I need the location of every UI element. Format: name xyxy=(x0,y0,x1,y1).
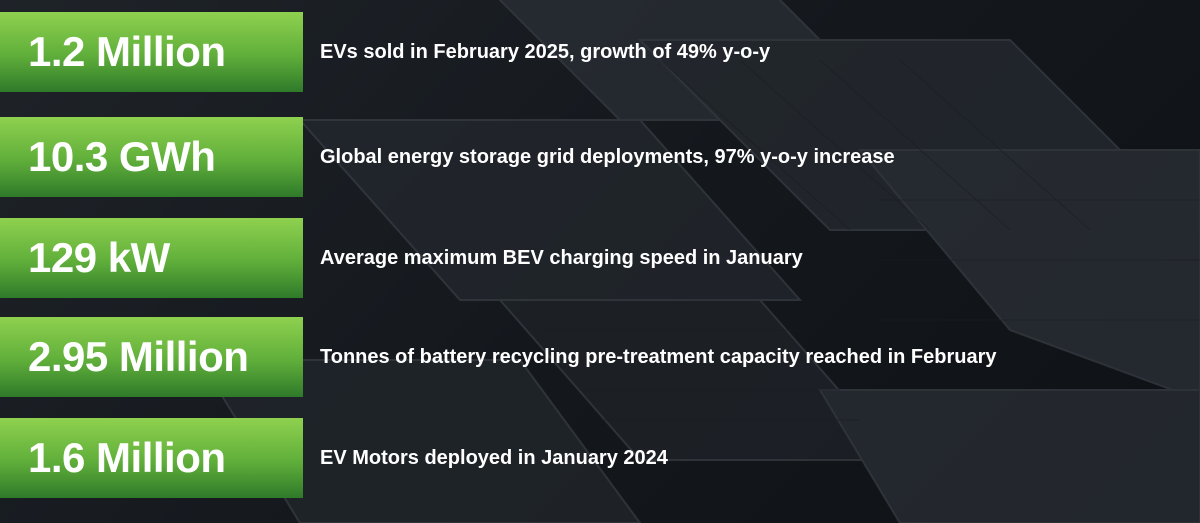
stat-box: 1.6 Million xyxy=(0,418,303,498)
stat-description: Tonnes of battery recycling pre-treatmen… xyxy=(320,345,997,368)
stat-box: 10.3 GWh xyxy=(0,117,303,197)
stat-value: 1.2 Million xyxy=(28,28,226,75)
stat-row: 1.6 Million EV Motors deployed in Januar… xyxy=(0,418,1200,498)
stat-description: EV Motors deployed in January 2024 xyxy=(320,446,668,469)
stat-description: Average maximum BEV charging speed in Ja… xyxy=(320,246,803,269)
stat-value: 10.3 GWh xyxy=(28,133,216,180)
stat-description: EVs sold in February 2025, growth of 49%… xyxy=(320,40,771,63)
stat-row: 2.95 Million Tonnes of battery recycling… xyxy=(0,317,1200,397)
stat-box: 129 kW xyxy=(0,218,303,298)
stat-value: 129 kW xyxy=(28,234,170,281)
stat-box: 2.95 Million xyxy=(0,317,303,397)
stat-value: 1.6 Million xyxy=(28,434,226,481)
stat-value: 2.95 Million xyxy=(28,333,249,380)
stat-row: 129 kW Average maximum BEV charging spee… xyxy=(0,218,1200,298)
stat-row: 10.3 GWh Global energy storage grid depl… xyxy=(0,117,1200,197)
stat-description: Global energy storage grid deployments, … xyxy=(320,145,895,168)
stat-row: 1.2 Million EVs sold in February 2025, g… xyxy=(0,12,1200,92)
stat-box: 1.2 Million xyxy=(0,12,303,92)
